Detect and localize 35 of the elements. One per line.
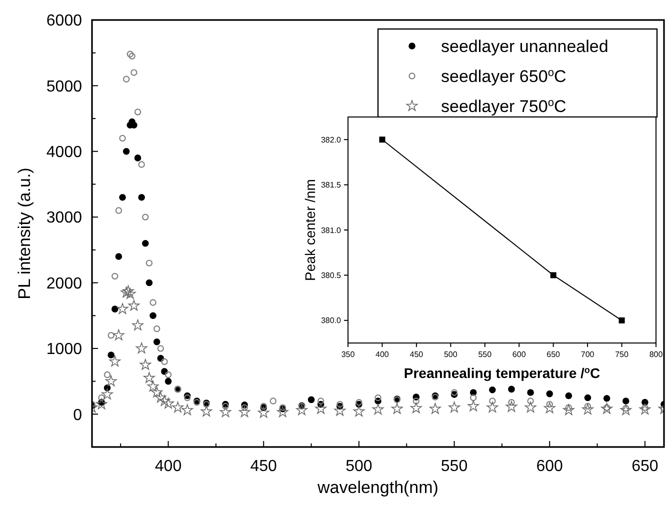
legend-label: seedlayer unannealed <box>441 36 608 56</box>
y-tick-label: 5000 <box>46 78 82 96</box>
y-axis-title: PL intensity (a.u.) <box>15 168 34 300</box>
y-tick-label: 380.5 <box>320 271 342 280</box>
x-axis-title: wavelength(nm) <box>316 478 438 497</box>
x-tick-label: 600 <box>536 458 564 475</box>
x-tick-label: 650 <box>632 458 658 475</box>
x-tick-label: 650 <box>546 350 561 359</box>
x-tick-label: 550 <box>478 350 492 359</box>
y-tick-label: 382.0 <box>320 135 342 144</box>
y-tick-label: 3000 <box>46 210 82 227</box>
y-tick-label: 0 <box>73 406 82 424</box>
y-tick-label: 380.0 <box>320 316 342 326</box>
y-tick-label: 4000 <box>46 144 82 161</box>
y-tick-label: 381.5 <box>320 180 342 190</box>
y-tick-label: 6000 <box>46 12 82 30</box>
legend-label: seedlayer 650$^{o}$C <box>441 66 566 86</box>
x-tick-label: 750 <box>615 350 629 359</box>
y-tick-label: 1000 <box>46 341 82 358</box>
x-tick-label: 700 <box>580 350 595 359</box>
x-tick-label: 350 <box>341 350 356 359</box>
y-tick-label: 381.0 <box>320 226 342 235</box>
x-tick-label: 400 <box>154 458 182 475</box>
x-axis-title: Preannealing temperature /$^{o}$C <box>404 365 600 381</box>
x-tick-label: 450 <box>250 458 278 475</box>
legend-label: seedlayer 750$^{o}$C <box>441 96 566 116</box>
x-tick-label: 400 <box>376 350 390 359</box>
x-tick-label: 550 <box>440 458 468 475</box>
x-tick-label: 450 <box>410 350 424 359</box>
x-tick-label: 800 <box>649 350 664 359</box>
y-axis-title: Peak center /nm <box>302 179 318 281</box>
x-tick-label: 500 <box>346 458 372 475</box>
y-tick-label: 2000 <box>46 275 82 292</box>
x-tick-label: 500 <box>444 350 458 359</box>
x-tick-label: 600 <box>512 350 526 359</box>
